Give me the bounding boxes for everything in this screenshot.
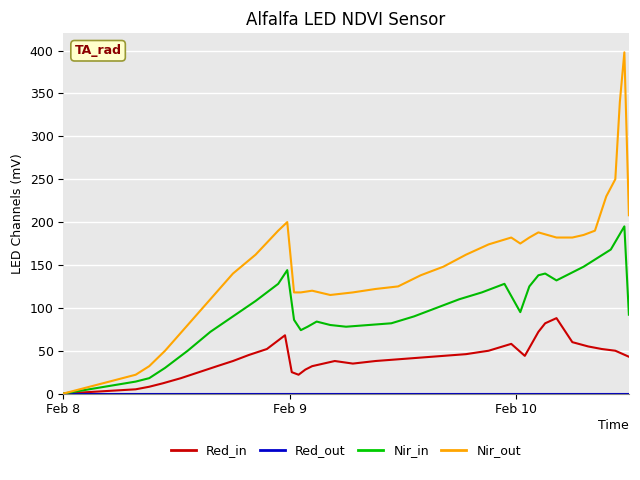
Text: TA_rad: TA_rad (75, 44, 122, 57)
Y-axis label: LED Channels (mV): LED Channels (mV) (11, 153, 24, 274)
Title: Alfalfa LED NDVI Sensor: Alfalfa LED NDVI Sensor (246, 11, 445, 29)
Legend: Red_in, Red_out, Nir_in, Nir_out: Red_in, Red_out, Nir_in, Nir_out (166, 440, 526, 462)
Text: Time: Time (598, 419, 629, 432)
